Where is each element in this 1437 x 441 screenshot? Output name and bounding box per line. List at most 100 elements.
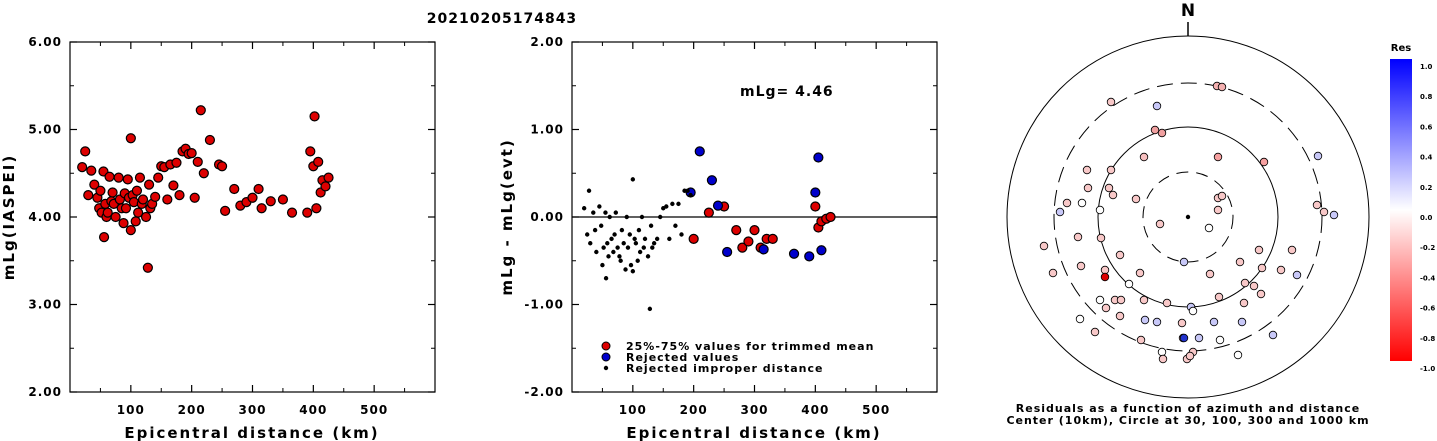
data-point: [302, 207, 313, 218]
data-point: [667, 236, 672, 242]
data-point: [632, 236, 637, 242]
data-point: [118, 218, 129, 229]
station-point: [1090, 327, 1100, 337]
station-point: [1039, 241, 1049, 251]
data-point: [825, 211, 836, 223]
station-point: [1188, 306, 1198, 316]
y-tick-label: 0.00: [530, 210, 564, 224]
colorbar-ticks: 1.0 0.8 0.6 0.4 0.2 0.0 -0.2 -0.4 -0.6 -0.8 -1.0: [1420, 63, 1435, 373]
data-point: [673, 223, 678, 228]
data-point: [694, 146, 705, 157]
data-point: [597, 204, 602, 209]
data-point: [813, 152, 824, 163]
station-point: [1268, 330, 1278, 340]
data-point: [77, 162, 88, 173]
y-tick-label: 6.00: [28, 35, 62, 49]
legend-marker: [601, 352, 611, 362]
data-point: [788, 248, 800, 259]
center-dot: [1185, 214, 1191, 220]
station-point: [1204, 223, 1214, 233]
data-point: [712, 200, 724, 211]
data-point: [650, 245, 655, 250]
station-point: [1139, 152, 1149, 162]
data-point: [664, 204, 669, 209]
data-point: [603, 276, 609, 281]
data-point: [617, 254, 622, 259]
station-point: [1131, 194, 1141, 204]
data-point: [611, 249, 616, 255]
data-point: [688, 192, 693, 198]
data-point: [676, 201, 681, 207]
data-point: [323, 172, 334, 183]
data-point: [171, 157, 182, 168]
data-point: [623, 267, 628, 272]
colorbar-tick-label: 1.0: [1420, 63, 1433, 71]
legend-label: 25%-75% values for trimmed mean: [626, 340, 874, 353]
data-point: [601, 245, 606, 250]
colorbar-title: Res: [1391, 43, 1411, 54]
data-point: [305, 146, 316, 157]
data-point: [204, 134, 216, 146]
station-point: [1100, 272, 1110, 282]
station-point: [1139, 295, 1149, 305]
colorbar-gradient: [1390, 59, 1412, 361]
data-point: [613, 210, 618, 215]
data-point: [192, 156, 203, 167]
station-point: [1135, 268, 1145, 278]
colorbar-tick-label: -0.8: [1420, 335, 1435, 343]
station-point: [1276, 265, 1286, 275]
data-point: [265, 196, 276, 207]
data-point: [648, 223, 654, 228]
x-tick-label: 200: [680, 403, 708, 417]
data-point: [731, 225, 742, 236]
station-point: [1239, 298, 1249, 308]
data-point: [247, 192, 258, 203]
data-point: [140, 211, 152, 223]
data-point: [641, 245, 646, 250]
mean-magnitude-annotation: mLg= 4.46: [740, 84, 834, 100]
station-point: [1077, 198, 1087, 208]
data-point: [607, 214, 612, 220]
station-point: [1106, 97, 1116, 107]
data-point: [216, 161, 228, 172]
data-point: [125, 225, 136, 236]
data-point: [682, 188, 687, 193]
station-point: [1155, 219, 1165, 229]
figure-title: 20210205174843: [427, 11, 577, 27]
station-point: [1235, 257, 1245, 267]
x-tick-label: 400: [299, 403, 327, 417]
station-point: [1157, 347, 1167, 357]
data-point: [615, 245, 620, 250]
data-point: [630, 269, 636, 274]
station-point: [1115, 311, 1125, 321]
data-point: [605, 241, 610, 246]
data-point: [688, 233, 699, 244]
station-point: [1249, 281, 1259, 291]
x-tick-label: 500: [360, 403, 388, 417]
data-point: [320, 181, 331, 192]
y-tick-label: -1.00: [524, 298, 564, 312]
data-point: [670, 201, 675, 207]
data-points: [581, 146, 836, 312]
station-point: [1214, 292, 1224, 302]
station-point: [1215, 335, 1225, 345]
x-tick-label: 200: [178, 403, 206, 417]
data-point: [679, 232, 684, 237]
data-point: [113, 172, 124, 183]
axis-ticks: 100 200 300 400 500 2.00 3.00 4.00 5.00 6.00: [28, 35, 435, 417]
colorbar-tick-label: -0.6: [1420, 305, 1435, 313]
station-point: [1140, 315, 1150, 325]
x-tick-label: 400: [801, 403, 829, 417]
data-point: [189, 192, 200, 203]
station-point: [1177, 318, 1187, 328]
x-tick-label: 100: [619, 403, 647, 417]
y-tick-label: 2.00: [530, 35, 564, 49]
data-point: [592, 227, 598, 233]
data-point: [137, 194, 149, 205]
data-point: [174, 190, 185, 201]
data-point: [767, 233, 778, 244]
data-point: [229, 183, 240, 195]
data-point: [606, 254, 611, 259]
station-point: [1185, 351, 1195, 361]
station-point: [1209, 317, 1219, 327]
